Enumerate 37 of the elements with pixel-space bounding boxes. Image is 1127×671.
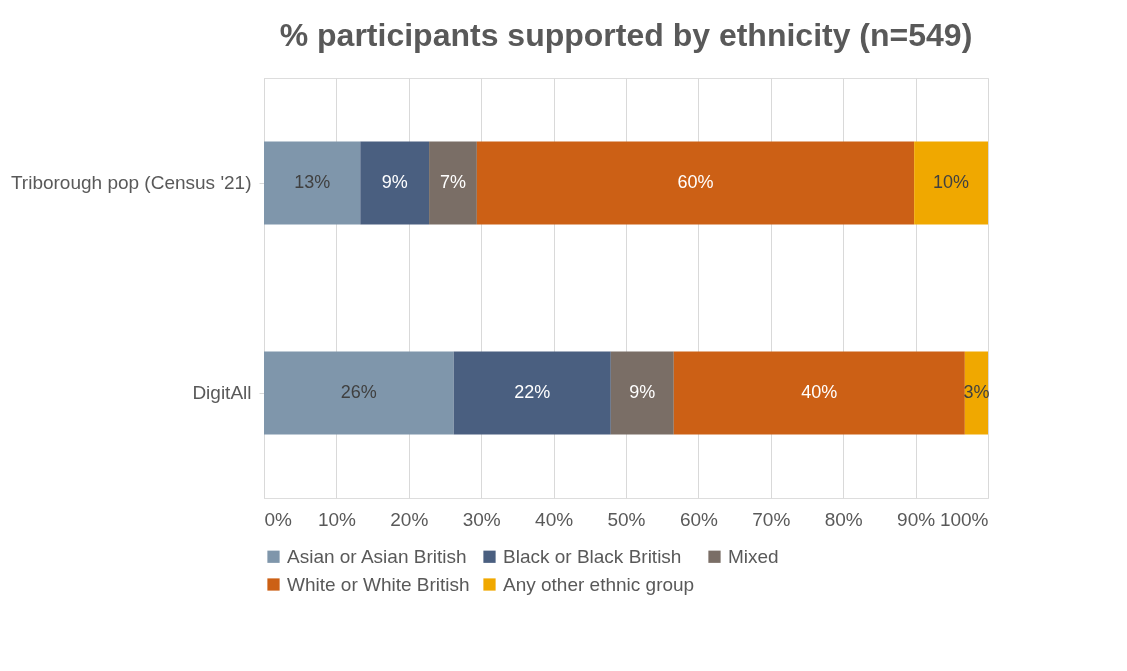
bar [673, 351, 965, 435]
legend-label: Mixed [728, 545, 779, 567]
x-tick-label: 80% [824, 508, 863, 530]
data-label: 40% [801, 382, 838, 402]
data-label: 10% [933, 172, 970, 192]
bar [610, 351, 674, 435]
x-tick-label: 30% [462, 508, 501, 530]
data-label: 9% [381, 172, 408, 192]
bar [360, 141, 430, 225]
chart-title: % participants supported by ethnicity (n=549) [279, 17, 973, 53]
x-tick-label: 60% [679, 508, 719, 530]
x-tick-label: 100% [939, 508, 989, 530]
legend-label: Black or Black British [503, 545, 682, 567]
x-tick-label: 10% [317, 508, 357, 530]
data-label: 13% [294, 172, 331, 192]
data-label: 9% [629, 382, 656, 402]
legend-label: Asian or Asian British [287, 545, 467, 567]
x-tick-label: 0% [264, 508, 293, 530]
data-label: 60% [677, 172, 714, 192]
x-tick-label: 40% [535, 508, 574, 530]
y-tick-label: DigitAll [192, 382, 252, 403]
legend-label: Any other ethnic group [503, 573, 695, 595]
data-label: 7% [439, 172, 466, 192]
x-tick-label: 20% [390, 508, 429, 530]
data-label: 26% [340, 382, 377, 402]
x-tick-label: 90% [897, 508, 936, 530]
bar [914, 141, 988, 225]
bar [476, 141, 915, 225]
x-tick-label: 50% [607, 508, 646, 530]
x-tick-label: 70% [752, 508, 791, 530]
bar [264, 351, 454, 435]
bar [264, 141, 361, 225]
data-label: 22% [514, 382, 551, 402]
y-tick-label: Triborough pop (Census '21) [10, 172, 252, 193]
bar [453, 351, 611, 435]
bar [429, 141, 477, 225]
legend-label: White or White British [287, 573, 470, 595]
